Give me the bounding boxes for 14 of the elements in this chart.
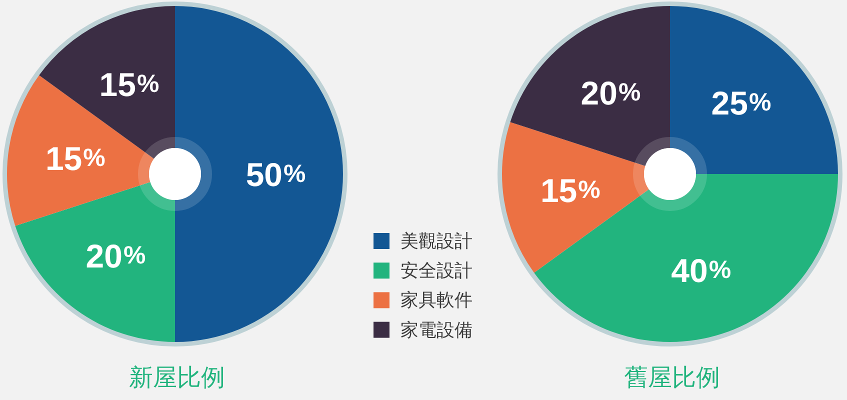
legend-label: 家電設備 [400,320,472,340]
legend-label: 安全設計 [400,260,472,281]
data-label: 15% [45,140,106,177]
series-name: 新屋比例 [129,364,225,392]
data-label: 50% [246,156,306,192]
data-label: 20% [580,74,641,111]
data-label: 20% [86,237,146,274]
legend-label: 美觀設計 [400,231,472,251]
legend-label: 家具軟件 [400,290,472,310]
data-label: 15% [540,171,600,208]
data-label: 15% [99,66,160,103]
series-name: 舊屋比例 [624,364,720,392]
data-label: 40% [671,251,732,288]
data-label: 25% [711,84,772,122]
